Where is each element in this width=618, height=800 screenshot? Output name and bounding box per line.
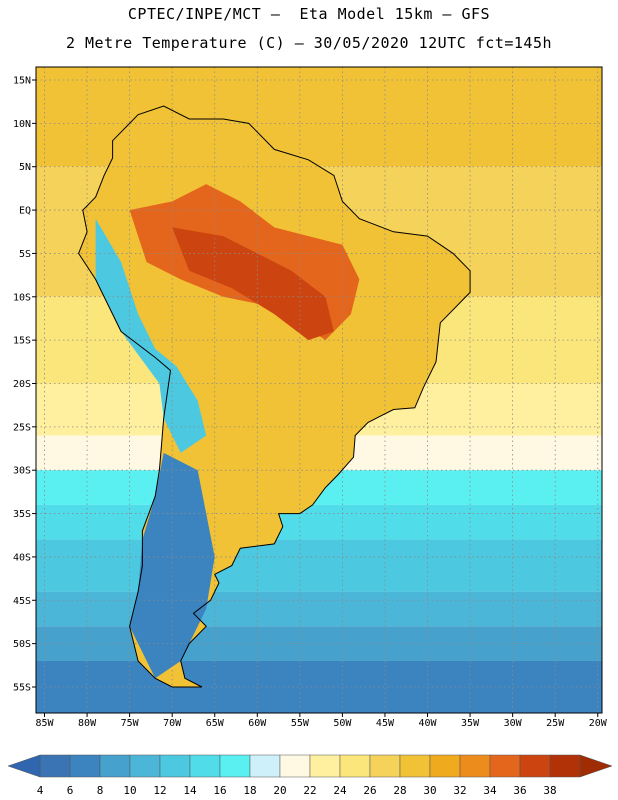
- colorbar-label: 32: [453, 784, 466, 797]
- title-line-1: CPTEC/INPE/MCT – Eta Model 15km – GFS: [127, 5, 491, 23]
- ocean-temperature-band: [36, 504, 602, 540]
- colorbar-label: 36: [513, 784, 526, 797]
- colorbar-segment: [339, 754, 371, 778]
- colorbar-label: 14: [183, 784, 197, 797]
- colorbar-label: 6: [67, 784, 74, 797]
- colorbar-label: 24: [333, 784, 347, 797]
- colorbar-segment: [189, 754, 221, 778]
- latitude-tick-label: 25S: [13, 422, 31, 433]
- colorbar-label: 22: [303, 784, 316, 797]
- latitude-tick-label: 55S: [13, 682, 31, 693]
- colorbar-label: 20: [273, 784, 286, 797]
- colorbar-label: 38: [543, 784, 556, 797]
- plot-frame: [35, 66, 603, 714]
- longitude-tick-label: 50W: [333, 718, 352, 729]
- colorbar-label: 30: [423, 784, 436, 797]
- colorbar-segment: [39, 754, 71, 778]
- colorbar-segment: [519, 754, 551, 778]
- colorbar-label: 4: [37, 784, 44, 797]
- longitude-tick-label: 55W: [291, 718, 310, 729]
- colorbar-segment: [249, 754, 281, 778]
- colorbar-label: 16: [213, 784, 226, 797]
- colorbar-under-arrow: [7, 754, 41, 778]
- latitude-tick-label: 20S: [13, 379, 31, 390]
- longitude-tick-label: 30W: [504, 718, 523, 729]
- ocean-temperature-band: [36, 591, 602, 627]
- temperature-region-andes-cold: [95, 218, 207, 453]
- colorbar-label: 28: [393, 784, 406, 797]
- longitude-tick-label: 70W: [163, 718, 182, 729]
- temperature-region-brazil-core: [172, 227, 334, 341]
- colorbar-label: 26: [363, 784, 376, 797]
- colorbar-label: 12: [153, 784, 166, 797]
- colorbar-segment: [489, 754, 521, 778]
- latitude-tick-label: EQ: [19, 206, 31, 217]
- latitude-tick-label: 15N: [13, 76, 31, 87]
- longitude-tick-label: 40W: [418, 718, 437, 729]
- longitude-tick-label: 75W: [121, 718, 140, 729]
- longitude-tick-label: 60W: [248, 718, 267, 729]
- longitude-tick-label: 25W: [546, 718, 565, 729]
- colorbar-segment: [429, 754, 461, 778]
- longitude-tick-label: 45W: [376, 718, 395, 729]
- colorbar-segment: [549, 754, 581, 778]
- colorbar-over-arrow: [579, 754, 613, 778]
- temperature-region-patagonia-cold: [129, 452, 215, 679]
- longitude-tick-label: 65W: [206, 718, 225, 729]
- latitude-tick-label: 10N: [13, 119, 31, 130]
- ocean-temperature-band: [36, 539, 602, 592]
- longitude-tick-label: 35W: [461, 718, 480, 729]
- colorbar-segment: [369, 754, 401, 778]
- colorbar-segment: [129, 754, 161, 778]
- colorbar-label: 18: [243, 784, 256, 797]
- longitude-tick-label: 80W: [78, 718, 97, 729]
- latitude-tick-label: 5N: [19, 162, 31, 173]
- latitude-tick-label: 30S: [13, 466, 31, 477]
- colorbar-segment: [219, 754, 251, 778]
- title-line-2: 2 Metre Temperature (C) – 30/05/2020 12U…: [65, 34, 553, 52]
- colorbar-segment: [279, 754, 311, 778]
- latitude-tick-label: 10S: [13, 292, 31, 303]
- latitude-tick-label: 40S: [13, 552, 31, 563]
- colorbar-segment: [459, 754, 491, 778]
- colorbar-segment: [399, 754, 431, 778]
- coastline: [78, 105, 471, 688]
- colorbar-segment: [159, 754, 191, 778]
- latitude-tick-label: 45S: [13, 596, 31, 607]
- colorbar-label: 10: [123, 784, 136, 797]
- latitude-tick-label: 50S: [13, 639, 31, 650]
- latitude-tick-label: 35S: [13, 509, 31, 520]
- colorbar-label: 8: [97, 784, 104, 797]
- colorbar-segment: [99, 754, 131, 778]
- colorbar-segment: [309, 754, 341, 778]
- colorbar-segment: [69, 754, 101, 778]
- ocean-temperature-band: [36, 626, 602, 661]
- colorbar-label: 34: [483, 784, 497, 797]
- longitude-tick-label: 85W: [35, 718, 54, 729]
- latitude-tick-label: 5S: [19, 249, 31, 260]
- latitude-tick-label: 15S: [13, 336, 31, 347]
- longitude-tick-label: 20W: [589, 718, 608, 729]
- ocean-temperature-band: [36, 660, 602, 713]
